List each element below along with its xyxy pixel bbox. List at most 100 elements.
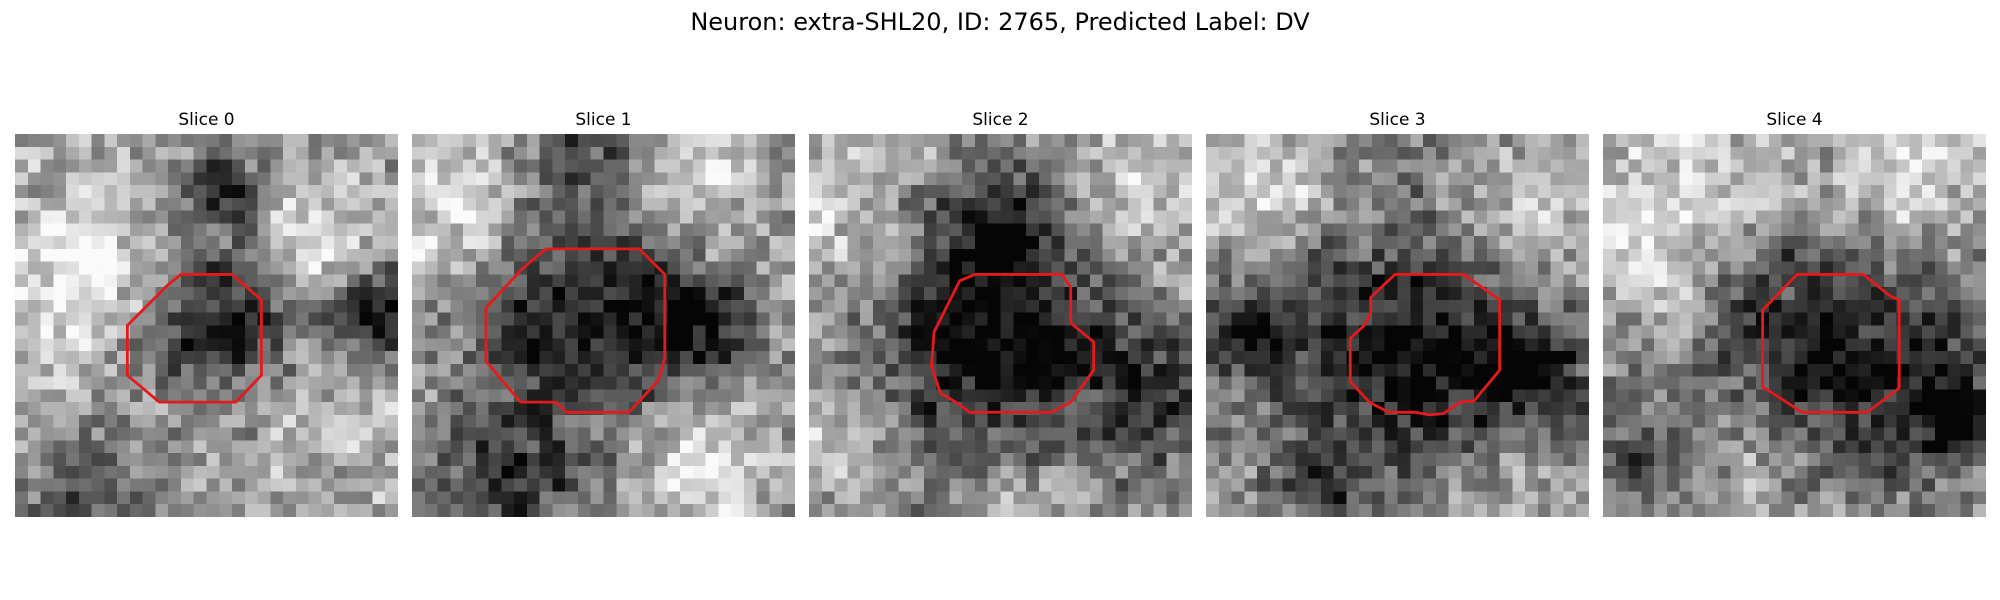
pixel-cell — [1820, 223, 1834, 237]
pixel-cell — [1166, 248, 1180, 262]
pixel-cell — [346, 287, 360, 301]
pixel-cell — [117, 402, 131, 416]
pixel-cell — [1102, 338, 1116, 352]
pixel-cell — [206, 491, 220, 505]
pixel-cell — [1537, 491, 1551, 505]
pixel-cell — [346, 363, 360, 377]
pixel-cell — [641, 414, 655, 428]
pixel-cell — [1781, 159, 1795, 173]
pixel-cell — [552, 427, 566, 441]
pixel-cell — [769, 274, 783, 288]
pixel-cell — [308, 236, 322, 250]
pixel-cell — [731, 465, 745, 479]
pixel-cell — [1257, 146, 1271, 160]
pixel-cell — [1140, 440, 1154, 454]
pixel-cell — [488, 389, 502, 403]
pixel-cell — [1423, 197, 1437, 211]
pixel-cell — [590, 236, 604, 250]
pixel-cell — [1692, 146, 1706, 160]
pixel-cell — [1909, 146, 1923, 160]
pixel-cell — [219, 146, 233, 160]
pixel-cell — [1743, 338, 1757, 352]
pixel-cell — [1654, 465, 1668, 479]
pixel-cell — [1832, 299, 1846, 313]
pixel-cell — [53, 338, 67, 352]
pixel-cell — [847, 389, 861, 403]
pixel-cell — [334, 351, 348, 365]
pixel-cell — [949, 261, 963, 275]
pixel-cell — [962, 363, 976, 377]
pixel-cell — [1807, 248, 1821, 262]
pixel-cell — [27, 363, 41, 377]
pixel-cell — [1756, 299, 1770, 313]
pixel-cell — [359, 197, 373, 211]
pixel-cell — [1679, 185, 1693, 199]
pixel-cell — [40, 325, 54, 339]
pixel-cell — [1654, 236, 1668, 250]
pixel-cell — [1257, 504, 1271, 517]
pixel-cell — [1295, 504, 1309, 517]
pixel-cell — [667, 274, 681, 288]
pixel-cell — [782, 159, 795, 173]
pixel-cell — [577, 172, 591, 186]
pixel-cell — [590, 223, 604, 237]
pixel-cell — [219, 197, 233, 211]
pixel-cell — [295, 248, 309, 262]
pixel-cell — [616, 351, 630, 365]
pixel-cell — [1461, 351, 1475, 365]
pixel-cell — [385, 414, 398, 428]
pixel-cell — [1563, 491, 1577, 505]
pixel-cell — [1858, 210, 1872, 224]
pixel-cell — [501, 197, 515, 211]
pixel-cell — [1909, 351, 1923, 365]
pixel-cell — [424, 134, 438, 148]
pixel-cell — [1512, 236, 1526, 250]
pixel-cell — [872, 134, 886, 148]
pixel-cell — [1628, 236, 1642, 250]
pixel-cell — [1115, 248, 1129, 262]
pixel-cell — [731, 287, 745, 301]
pixel-cell — [923, 465, 937, 479]
pixel-cell — [705, 363, 719, 377]
pixel-cell — [949, 185, 963, 199]
pixel-cell — [1179, 478, 1192, 492]
pixel-cell — [66, 414, 80, 428]
pixel-cell — [603, 440, 617, 454]
pixel-cell — [667, 325, 681, 339]
pixel-cell — [1499, 261, 1513, 275]
pixel-cell — [1883, 312, 1897, 326]
pixel-cell — [1397, 172, 1411, 186]
pixel-cell — [1384, 440, 1398, 454]
pixel-cell — [1947, 402, 1961, 416]
pixel-cell — [1371, 261, 1385, 275]
pixel-cell — [1947, 159, 1961, 173]
pixel-cell — [1257, 274, 1271, 288]
pixel-cell — [78, 172, 92, 186]
pixel-cell — [1781, 414, 1795, 428]
pixel-cell — [1179, 236, 1192, 250]
pixel-cell — [1628, 159, 1642, 173]
pixel-cell — [142, 274, 156, 288]
pixel-cell — [616, 248, 630, 262]
pixel-cell — [1089, 172, 1103, 186]
slice-image-4 — [1603, 134, 1986, 517]
pixel-cell — [270, 440, 284, 454]
pixel-cell — [1244, 197, 1258, 211]
pixel-cell — [15, 504, 29, 517]
pixel-cell — [1051, 504, 1065, 517]
pixel-cell — [1346, 223, 1360, 237]
pixel-cell — [283, 146, 297, 160]
pixel-cell — [308, 146, 322, 160]
pixel-cell — [372, 376, 386, 390]
pixel-cell — [577, 427, 591, 441]
pixel-cell — [1140, 299, 1154, 313]
pixel-cell — [1282, 427, 1296, 441]
pixel-cell — [1756, 210, 1770, 224]
pixel-cell — [321, 402, 335, 416]
pixel-cell — [1679, 223, 1693, 237]
pixel-cell — [1641, 172, 1655, 186]
pixel-cell — [1909, 376, 1923, 390]
pixel-cell — [1730, 185, 1744, 199]
pixel-cell — [1371, 427, 1385, 441]
pixel-cell — [450, 389, 464, 403]
